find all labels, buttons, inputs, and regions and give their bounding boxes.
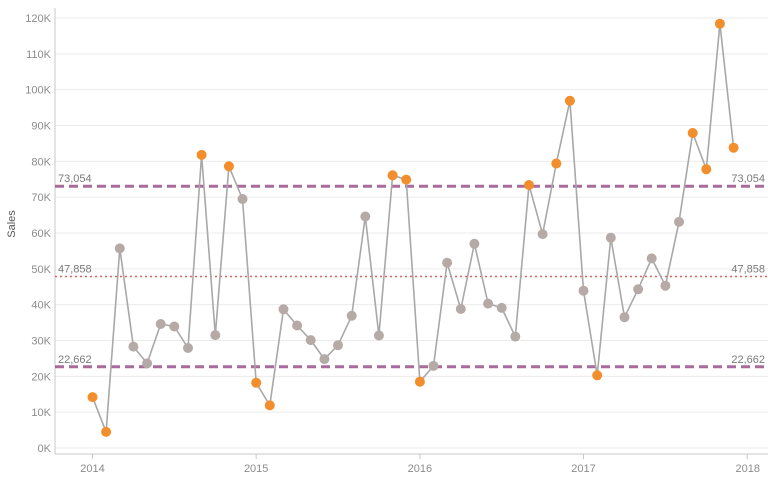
data-point[interactable] [305,335,316,346]
data-point[interactable] [537,229,548,240]
y-tick-label: 10K [31,407,51,419]
outlier-point[interactable] [524,180,534,190]
outlier-point[interactable] [564,95,575,106]
outlier-point[interactable] [264,400,275,411]
x-tick-label: 2017 [571,463,595,475]
outlier-point[interactable] [414,376,425,387]
data-point[interactable] [319,354,330,365]
x-tick-labels: 2014 2015 2016 2017 2018 [80,454,760,475]
data-point[interactable] [128,341,139,352]
data-point[interactable] [142,358,153,369]
data-point[interactable] [469,238,480,249]
data-point[interactable] [333,340,343,351]
reference-lines: 73,054 73,054 47,858 47,858 22,662 22,662 [55,173,768,369]
y-tick-label: 80K [31,156,51,168]
reference-label-left: 47,858 [58,264,92,276]
y-tick-label: 50K [31,264,51,276]
reference-label-left: 22,662 [58,354,92,366]
outlier-point[interactable] [701,164,712,175]
y-tick-label: 90K [31,121,51,133]
data-point[interactable] [155,319,166,329]
data-point[interactable] [373,330,384,341]
outlier-point[interactable] [196,149,207,160]
outlier-point[interactable] [87,392,98,403]
x-tick-label: 2016 [408,463,432,475]
data-point[interactable] [114,243,125,254]
y-tick-label: 120K [25,13,51,25]
outlier-point[interactable] [251,377,262,388]
data-point[interactable] [633,284,644,295]
data-point[interactable] [455,304,466,314]
data-point[interactable] [496,302,507,313]
data-point[interactable] [646,253,657,264]
y-tick-label: 20K [31,371,51,383]
y-tick-label: 100K [25,85,51,97]
data-point[interactable] [619,312,630,323]
reference-label-right: 22,662 [731,354,765,366]
outlier-point[interactable] [592,370,603,381]
data-point[interactable] [674,216,684,227]
data-point[interactable] [442,257,453,268]
y-tick-label: 0K [38,443,52,455]
reference-label-left: 73,054 [58,173,92,185]
y-tick-label: 70K [31,192,51,204]
outlier-point[interactable] [551,158,562,169]
outlier-point[interactable] [101,426,112,437]
data-point[interactable] [605,232,616,243]
y-tick-label: 110K [26,49,52,61]
data-point[interactable] [183,343,193,353]
x-tick-label: 2014 [80,463,104,475]
data-point[interactable] [169,321,180,332]
data-point[interactable] [210,330,221,341]
data-point[interactable] [510,331,521,342]
y-tick-labels: 0K 10K 20K 30K 40K 50K 60K 70K 80K 90K 100K 110K 120… [25,13,51,455]
data-point[interactable] [278,304,289,315]
reference-label-right: 47,858 [731,264,765,276]
y-tick-label: 60K [31,228,51,240]
outlier-point[interactable] [687,128,698,138]
outlier-point[interactable] [223,161,234,172]
data-point[interactable] [660,280,671,291]
data-point[interactable] [578,285,589,296]
outlier-point[interactable] [401,174,412,185]
data-point[interactable] [428,360,439,371]
y-tick-label: 40K [31,300,51,312]
axes [54,8,768,455]
sales-series [87,18,739,437]
y-tick-label: 30K [31,336,51,348]
outlier-point[interactable] [714,18,725,29]
x-tick-label: 2015 [244,463,268,475]
gridlines [55,17,768,449]
reference-label-right: 73,054 [731,173,765,185]
series-line [91,22,735,433]
x-tick-label: 2018 [736,463,760,475]
data-point[interactable] [237,194,248,204]
data-point[interactable] [360,211,371,222]
data-point[interactable] [483,298,494,309]
y-axis-label: Sales [6,210,18,238]
outlier-point[interactable] [387,170,398,181]
outlier-point[interactable] [728,142,739,153]
data-point[interactable] [346,310,357,321]
data-point[interactable] [292,320,303,331]
